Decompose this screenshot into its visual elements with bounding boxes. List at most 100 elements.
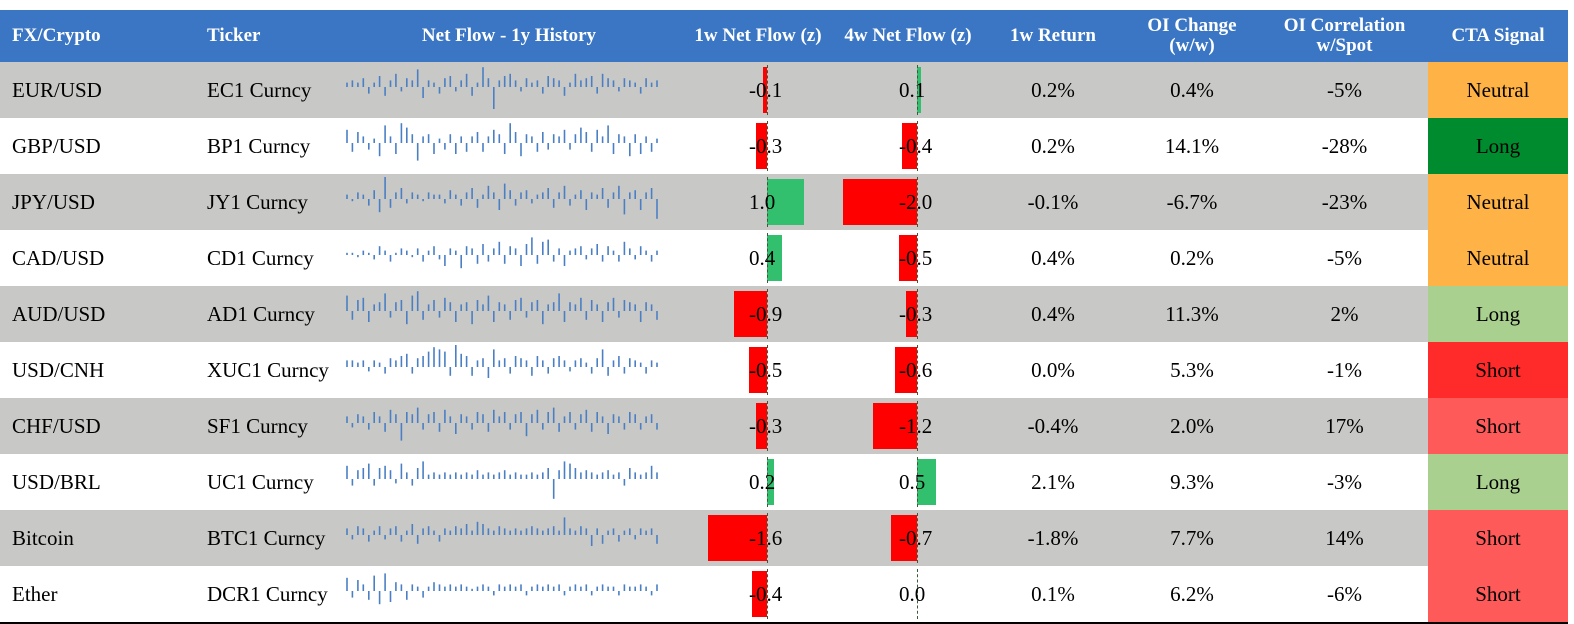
net-flow-value: -0.3 (899, 302, 933, 326)
zero-axis-line (767, 121, 768, 171)
net-flow-value: 1.0 (749, 190, 776, 214)
net-flow-bar (898, 235, 917, 281)
net-flow-value: -0.5 (749, 358, 783, 382)
cta-signal-badge: Short (1428, 510, 1568, 566)
zero-axis-line (917, 345, 918, 395)
net-flow-4w-cell: -0.7 (833, 510, 983, 566)
ticker: BTC1 Curncy (195, 510, 335, 566)
cta-signal-badge: Short (1428, 566, 1568, 624)
sparkline-chart (346, 67, 658, 109)
ticker: UC1 Curncy (195, 454, 335, 510)
oi-correlation: 14% (1261, 510, 1428, 566)
one-week-return: 0.4% (983, 286, 1123, 342)
net-flow-bar (767, 235, 782, 281)
top-cut-caption (0, 0, 1574, 10)
oi-correlation: -5% (1261, 230, 1428, 286)
sparkline-chart (346, 291, 658, 325)
table-row: Bitcoin BTC1 Curncy -1.6 -0.7 -1.8% 7.7% 14% Sh… (0, 510, 1568, 566)
oi-change: 0.4% (1123, 62, 1261, 118)
oi-change: 0.2% (1123, 230, 1261, 286)
asset-name: USD/BRL (0, 454, 195, 510)
net-flow-bar (894, 347, 917, 393)
net-flow-sparkline (335, 566, 683, 624)
net-flow-bar (733, 291, 767, 337)
net-flow-value: 0.0 (899, 582, 926, 606)
net-flow-4w-cell: 0.1 (833, 62, 983, 118)
sparkline-chart (346, 407, 658, 441)
net-flow-bar (891, 515, 917, 561)
zero-axis-line (767, 177, 768, 227)
net-flow-4w-cell: -2.0 (833, 174, 983, 230)
one-week-return: -0.1% (983, 174, 1123, 230)
net-flow-4w-cell: 0.5 (833, 454, 983, 510)
oi-change: 5.3% (1123, 342, 1261, 398)
ticker: EC1 Curncy (195, 62, 335, 118)
net-flow-1w-cell: -0.5 (683, 342, 833, 398)
zero-axis-line (917, 121, 918, 171)
net-flow-bar (905, 291, 917, 337)
net-flow-value: -0.1 (749, 78, 783, 102)
cta-signal-badge: Short (1428, 342, 1568, 398)
net-flow-bar (917, 67, 921, 113)
table-row: GBP/USD BP1 Curncy -0.3 -0.4 0.2% 14.1% -28% Lo… (0, 118, 1568, 174)
net-flow-value: 0.2 (749, 470, 776, 494)
net-flow-value: 0.4 (749, 246, 776, 270)
net-flow-1w-cell: 1.0 (683, 174, 833, 230)
zero-axis-line (917, 513, 918, 563)
oi-change: -6.7% (1123, 174, 1261, 230)
net-flow-bar (872, 403, 917, 449)
oi-change: 7.7% (1123, 510, 1261, 566)
oi-correlation: -1% (1261, 342, 1428, 398)
header-oi-correlation: OI Correlation w/Spot (1261, 10, 1428, 62)
header-1w-return: 1w Return (983, 10, 1123, 62)
net-flow-4w-cell: 0.0 (833, 566, 983, 624)
net-flow-bar (755, 403, 767, 449)
one-week-return: 0.0% (983, 342, 1123, 398)
zero-axis-line (767, 233, 768, 283)
oi-correlation: -5% (1261, 62, 1428, 118)
asset-name: AUD/USD (0, 286, 195, 342)
net-flow-1w-cell: 0.4 (683, 230, 833, 286)
asset-name: GBP/USD (0, 118, 195, 174)
zero-axis-line (767, 401, 768, 451)
net-flow-sparkline (335, 286, 683, 342)
net-flow-bar (755, 123, 767, 169)
oi-correlation: -28% (1261, 118, 1428, 174)
oi-correlation: 17% (1261, 398, 1428, 454)
zero-axis-line (917, 457, 918, 507)
sparkline-chart (346, 345, 658, 378)
net-flow-value: -0.3 (749, 414, 783, 438)
table-row: JPY/USD JY1 Curncy 1.0 -2.0 -0.1% -6.7% -23% Ne… (0, 174, 1568, 230)
net-flow-1w-cell: 0.2 (683, 454, 833, 510)
table-row: EUR/USD EC1 Curncy -0.1 0.1 0.2% 0.4% -5% Neutr… (0, 62, 1568, 118)
net-flow-4w-cell: -0.5 (833, 230, 983, 286)
ticker: BP1 Curncy (195, 118, 335, 174)
zero-axis-line (767, 65, 768, 115)
zero-axis-line (767, 345, 768, 395)
net-flow-sparkline (335, 398, 683, 454)
cta-signal-badge: Long (1428, 118, 1568, 174)
header-1w-net-flow: 1w Net Flow (z) (683, 10, 833, 62)
zero-axis-line (917, 233, 918, 283)
net-flow-bar (843, 179, 917, 225)
table-row: AUD/USD AD1 Curncy -0.9 -0.3 0.4% 11.3% 2% Long (0, 286, 1568, 342)
ticker: JY1 Curncy (195, 174, 335, 230)
cta-signal-badge: Neutral (1428, 230, 1568, 286)
net-flow-4w-cell: -0.4 (833, 118, 983, 174)
net-flow-value: 0.5 (899, 470, 926, 494)
ticker: CD1 Curncy (195, 230, 335, 286)
net-flow-sparkline (335, 454, 683, 510)
zero-axis-line (767, 289, 768, 339)
net-flow-value: -0.7 (899, 526, 933, 550)
one-week-return: 0.2% (983, 118, 1123, 174)
sparkline-chart (346, 237, 658, 269)
asset-name: JPY/USD (0, 174, 195, 230)
oi-correlation: -23% (1261, 174, 1428, 230)
oi-correlation: -6% (1261, 566, 1428, 624)
net-flow-bar (767, 459, 775, 505)
zero-axis-line (917, 177, 918, 227)
net-flow-1w-cell: -1.6 (683, 510, 833, 566)
net-flow-4w-cell: -1.2 (833, 398, 983, 454)
net-flow-sparkline (335, 342, 683, 398)
net-flow-bar (707, 515, 767, 561)
